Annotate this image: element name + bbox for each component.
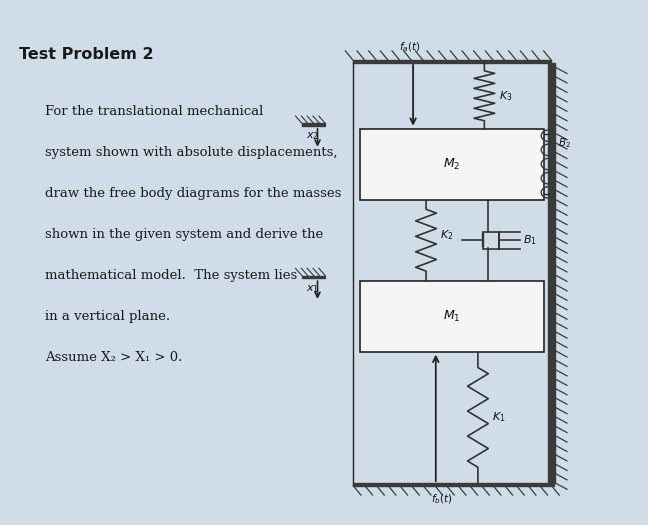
Text: For the translational mechanical: For the translational mechanical	[45, 105, 264, 118]
Bar	[360, 129, 544, 200]
Text: $B_1$: $B_1$	[524, 233, 537, 247]
Text: system shown with absolute displacements,: system shown with absolute displacements…	[45, 146, 338, 159]
Text: in a vertical plane.: in a vertical plane.	[45, 310, 170, 323]
Text: $K_1$: $K_1$	[492, 411, 505, 424]
Text: $f_a(t)$: $f_a(t)$	[399, 40, 421, 54]
Bar	[353, 483, 554, 486]
Bar	[302, 276, 325, 278]
Text: $K_3$: $K_3$	[499, 89, 512, 103]
Text: $M_2$: $M_2$	[443, 156, 461, 172]
Bar	[548, 63, 555, 483]
Text: $f_b(t)$: $f_b(t)$	[432, 492, 453, 506]
Text: draw the free body diagrams for the masses: draw the free body diagrams for the mass…	[45, 187, 341, 200]
Bar	[302, 123, 325, 126]
Text: $M_1$: $M_1$	[443, 309, 461, 324]
Text: $B_2$: $B_2$	[558, 136, 571, 150]
Bar	[360, 281, 544, 352]
Text: $x_2$: $x_2$	[306, 131, 319, 142]
Text: Test Problem 2: Test Problem 2	[19, 47, 154, 62]
Bar	[353, 60, 551, 63]
Text: $K_2$: $K_2$	[440, 228, 454, 242]
Text: $x_1$: $x_1$	[306, 283, 319, 295]
Text: mathematical model.  The system lies: mathematical model. The system lies	[45, 269, 297, 282]
Bar	[483, 232, 500, 249]
Text: Assume X₂ > X₁ > 0.: Assume X₂ > X₁ > 0.	[45, 351, 183, 364]
Text: shown in the given system and derive the: shown in the given system and derive the	[45, 228, 323, 241]
